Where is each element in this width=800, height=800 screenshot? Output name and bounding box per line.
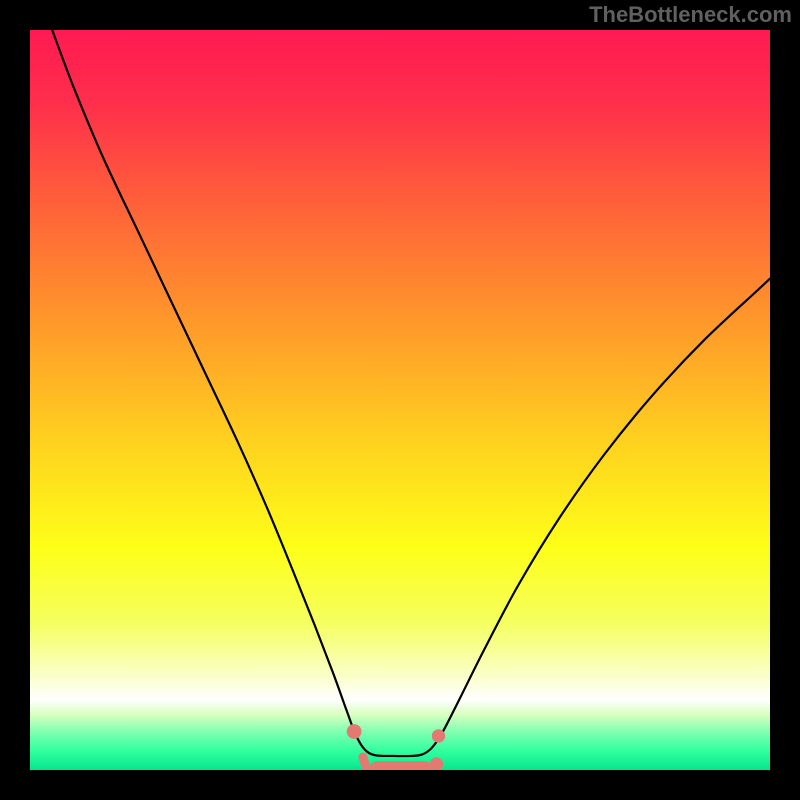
watermark-text: TheBottleneck.com (589, 2, 792, 28)
bottleneck-curve (52, 30, 770, 756)
chart-svg (30, 30, 770, 770)
stage: { "canvas": { "width": 800, "height": 80… (0, 0, 800, 800)
bottom-marker (432, 729, 445, 742)
plot-area (30, 30, 770, 770)
bottom-marker (347, 724, 362, 739)
bottom-marker (370, 761, 432, 770)
